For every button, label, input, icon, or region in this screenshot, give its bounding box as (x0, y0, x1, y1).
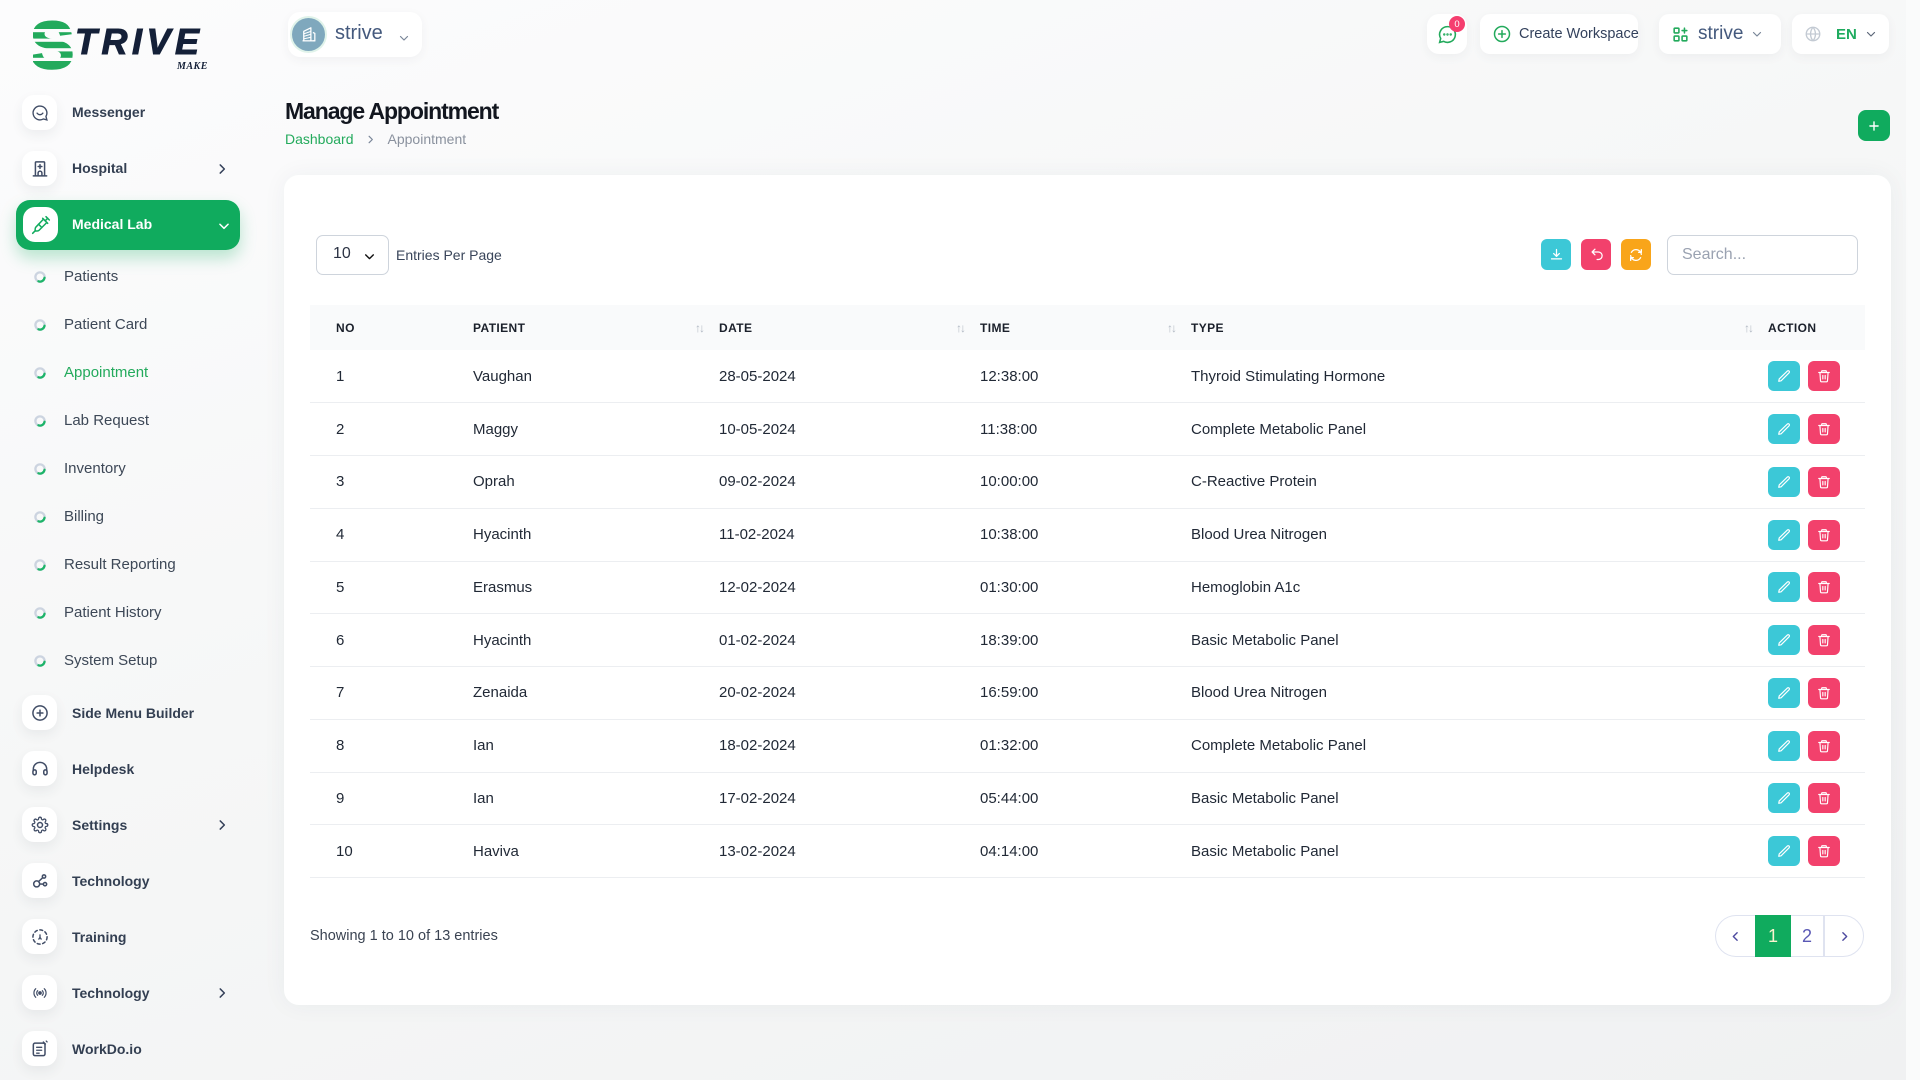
svg-text:MAKE: MAKE (176, 61, 208, 72)
svg-text:TRIVE: TRIVE (75, 21, 204, 62)
svg-text:S: S (33, 18, 74, 74)
